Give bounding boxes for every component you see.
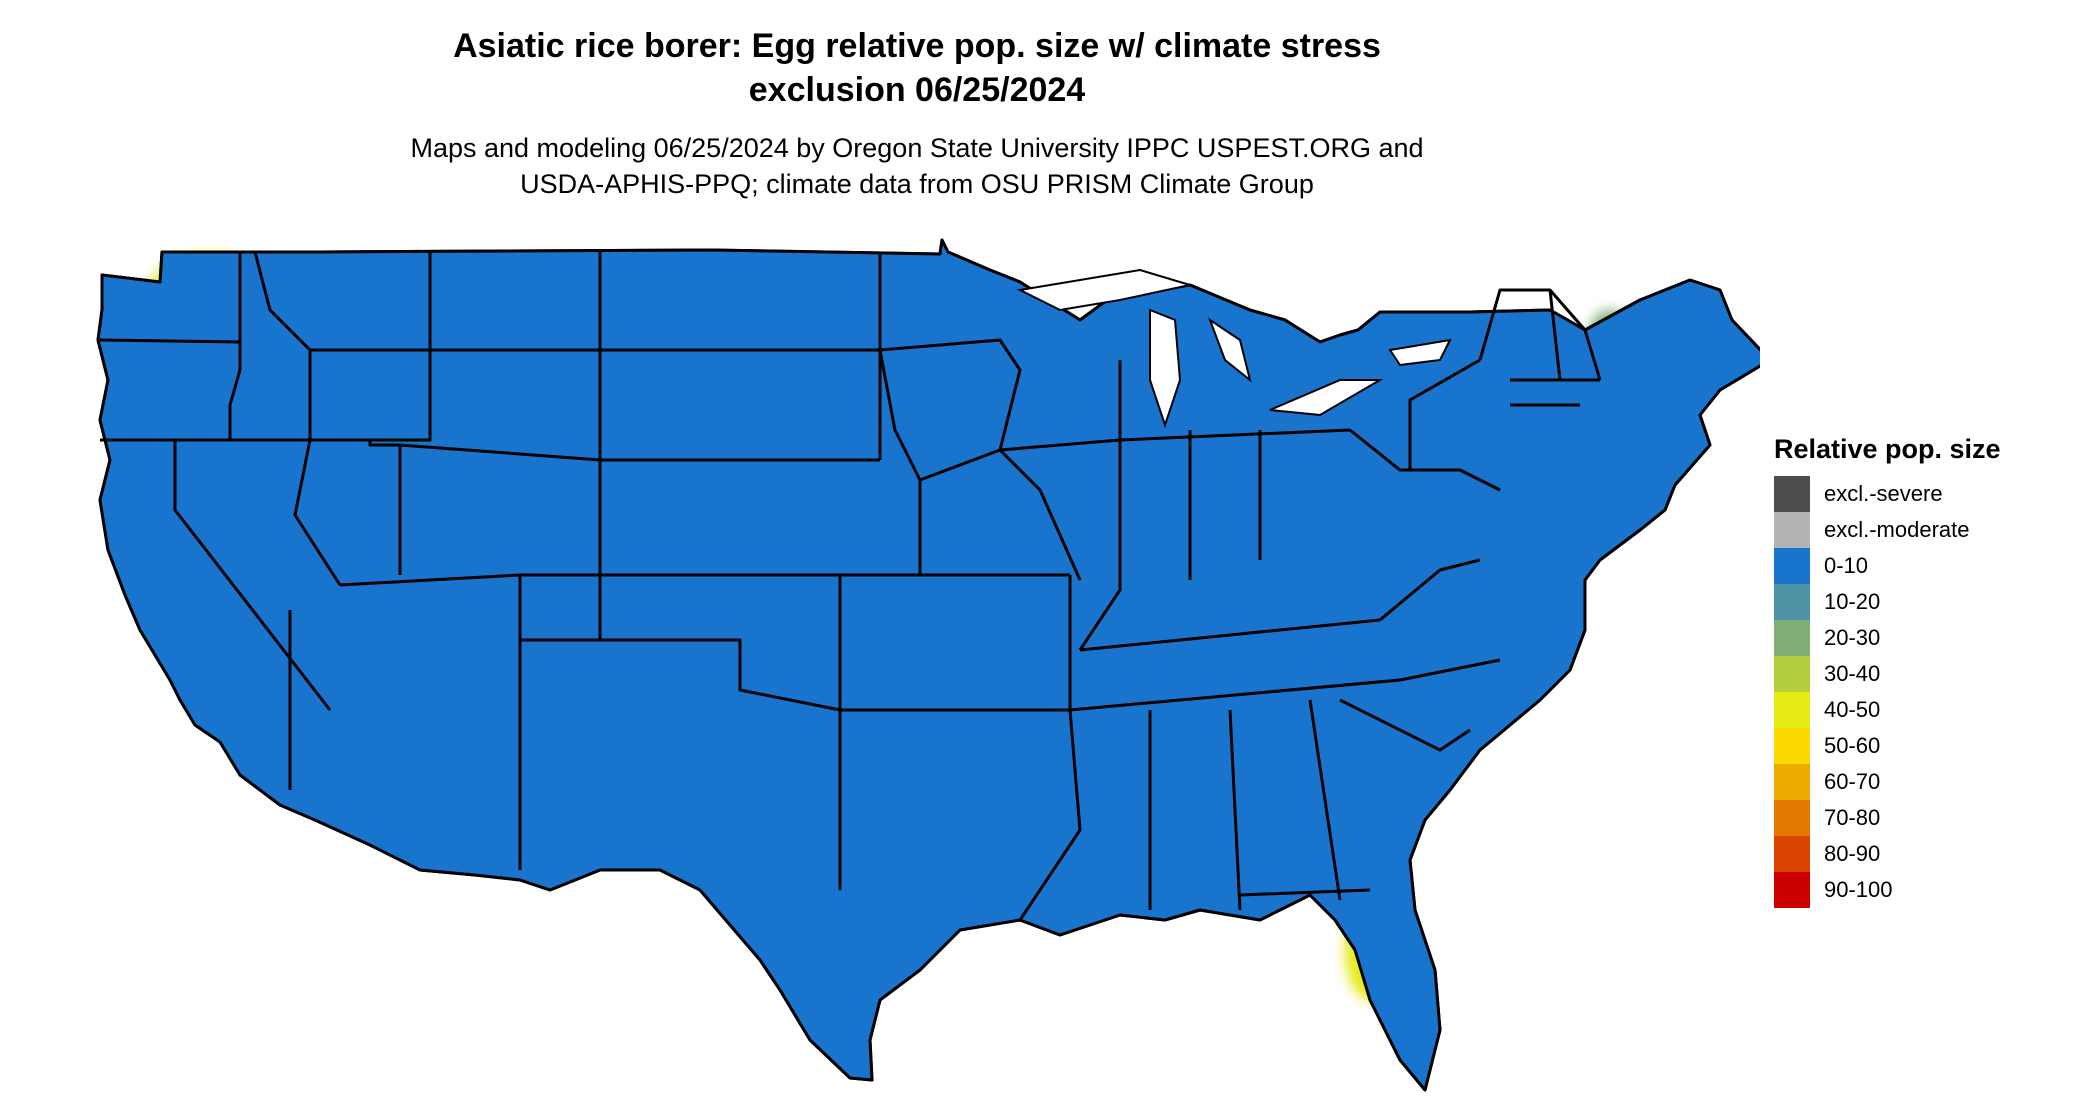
legend-label: excl.-severe: [1824, 481, 1943, 506]
map-title: Asiatic rice borer: Egg relative pop. si…: [0, 24, 1834, 112]
legend-item: 20-30: [1774, 620, 2001, 656]
map-subtitle-line2: USDA-APHIS-PPQ; climate data from OSU PR…: [520, 169, 1314, 199]
legend-label: 10-20: [1824, 589, 1881, 614]
state-borders: [99, 250, 1602, 921]
legend-item: 0-10: [1774, 548, 2001, 584]
legend-swatch: [1774, 728, 1810, 764]
map-title-line1: Asiatic rice borer: Egg relative pop. si…: [453, 27, 1381, 65]
legend-swatch: [1774, 548, 1810, 584]
legend-title: Relative pop. size: [1774, 434, 2001, 464]
legend-item: 50-60: [1774, 728, 2001, 764]
legend-item: excl.-severe: [1774, 476, 2001, 512]
legend-label: 40-50: [1824, 697, 1881, 722]
map-subtitle: Maps and modeling 06/25/2024 by Oregon S…: [0, 130, 1834, 202]
legend-swatch: [1774, 764, 1810, 800]
legend-swatch: [1774, 656, 1810, 692]
legend-swatch: [1774, 512, 1810, 548]
legend-items: excl.-severe excl.-moderate 0-10 10-20 2…: [1774, 476, 2001, 908]
legend-item: 60-70: [1774, 764, 2001, 800]
legend-item: excl.-moderate: [1774, 512, 2001, 548]
legend-label: 0-10: [1824, 553, 1869, 578]
legend: Relative pop. size excl.-severe excl.-mo…: [1774, 432, 2001, 908]
legend-label: excl.-moderate: [1824, 517, 1970, 542]
legend-swatch: [1774, 620, 1810, 656]
legend-label: 80-90: [1824, 841, 1881, 866]
legend-swatch: [1774, 692, 1810, 728]
legend-swatch: [1774, 872, 1810, 908]
us-map: [96, 238, 1760, 1092]
legend-label: 70-80: [1824, 805, 1881, 830]
legend-item: 10-20: [1774, 584, 2001, 620]
legend-label: 50-60: [1824, 733, 1881, 758]
map-subtitle-line1: Maps and modeling 06/25/2024 by Oregon S…: [410, 133, 1424, 163]
legend-item: 80-90: [1774, 836, 2001, 872]
legend-item: 40-50: [1774, 692, 2001, 728]
map-title-line2: exclusion 06/25/2024: [748, 71, 1086, 109]
legend-swatch: [1774, 476, 1810, 512]
legend-swatch: [1774, 584, 1810, 620]
great-lakes: [1016, 268, 1452, 429]
legend-label: 60-70: [1824, 769, 1881, 794]
legend-item: 70-80: [1774, 800, 2001, 836]
legend-item: 30-40: [1774, 656, 2001, 692]
legend-label: 30-40: [1824, 661, 1881, 686]
legend-label: 90-100: [1824, 877, 1893, 902]
legend-item: 90-100: [1774, 872, 2001, 908]
legend-swatch: [1774, 836, 1810, 872]
legend-swatch: [1774, 800, 1810, 836]
legend-label: 20-30: [1824, 625, 1881, 650]
